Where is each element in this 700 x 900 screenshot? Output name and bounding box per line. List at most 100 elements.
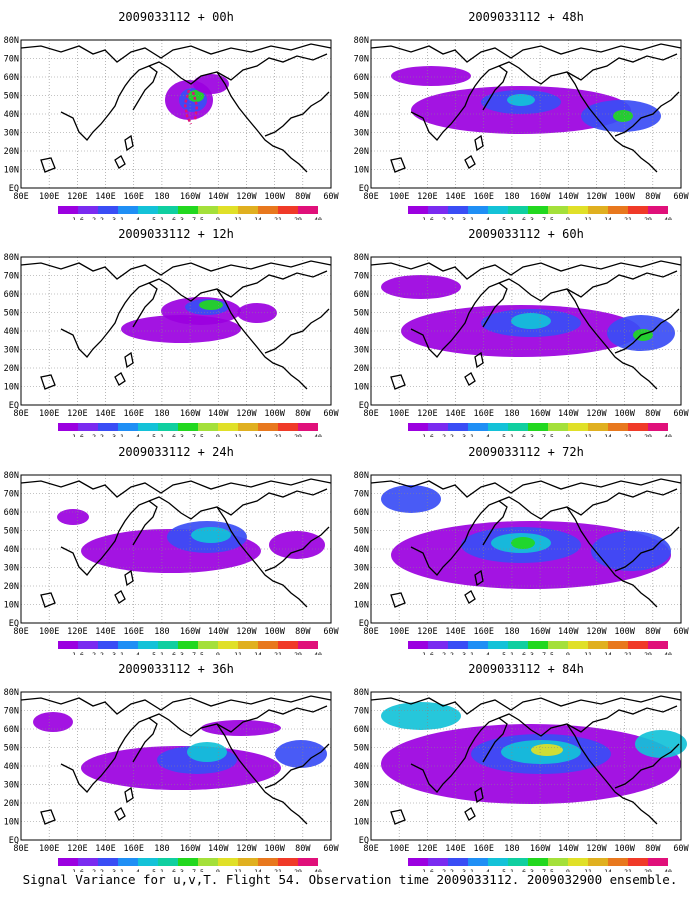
colorbar-swatch: [78, 206, 98, 214]
map-frame: [20, 39, 332, 189]
colorbar-swatch: [198, 641, 218, 649]
latitude-label: 40N: [4, 327, 19, 337]
longitude-label: 180: [154, 409, 169, 419]
colorbar-label: 3.1: [462, 868, 474, 872]
longitude-label: 80W: [295, 627, 311, 637]
colorbar-label: 40: [314, 651, 322, 655]
colorbar-label: 6.3: [522, 433, 534, 437]
colorbar-swatch: [628, 858, 648, 866]
latitude-label: 30N: [4, 129, 19, 139]
colorbar-swatch: [488, 858, 508, 866]
colorbar-swatch: [198, 858, 218, 866]
longitude-label: 100W: [614, 409, 635, 419]
colorbar-label: 14: [254, 868, 262, 872]
map-frame: [370, 474, 682, 624]
latitude-label: 10N: [354, 383, 369, 393]
longitude-label: 100E: [39, 844, 59, 854]
latitude-label: 40N: [354, 110, 369, 120]
latitude-label: 10N: [4, 818, 19, 828]
colorbar-swatch: [298, 858, 318, 866]
colorbar-label: 5.1: [502, 868, 514, 872]
variance-region: [381, 275, 461, 299]
colorbar-swatch: [98, 641, 118, 649]
latitude-label: 30N: [354, 564, 369, 574]
longitude-label: 160E: [123, 409, 143, 419]
coastline: [614, 526, 680, 572]
colorbar-swatch: [648, 641, 668, 649]
coastline: [370, 43, 682, 63]
colorbar-label: 29: [294, 216, 302, 220]
coastline: [148, 705, 328, 737]
latitude-label: 80N: [4, 36, 19, 46]
coastline: [410, 282, 508, 358]
longitude-label: 100E: [39, 192, 59, 202]
colorbar-label: 4: [136, 433, 140, 437]
latitude-label: 50N: [4, 92, 19, 102]
colorbar-swatch: [648, 206, 668, 214]
coastline: [20, 260, 332, 280]
variance-region: [269, 531, 325, 559]
colorbar-label: 4: [486, 433, 490, 437]
longitude-label: 140E: [95, 844, 115, 854]
panel-title: 2009033112 + 36h: [118, 662, 234, 676]
coastline: [124, 786, 134, 804]
longitude-label: 140E: [445, 627, 465, 637]
colorbar-swatch: [568, 206, 588, 214]
longitude-label: 120E: [67, 192, 87, 202]
latitude-label: 20N: [354, 147, 369, 157]
colorbar-label: 3.1: [112, 651, 124, 655]
latitude-label: 70N: [4, 55, 19, 65]
map-panel: 2009033112 + 60h 80N 70N 60N 50N 40N 30N 20N 10N…: [350, 227, 700, 437]
longitude-label: 160W: [180, 844, 201, 854]
colorbar-label: 21: [624, 433, 632, 437]
variance-region: [193, 74, 229, 94]
colorbar-swatch: [548, 206, 568, 214]
latitude-label: 50N: [4, 527, 19, 537]
longitude-label: 80W: [295, 192, 311, 202]
longitude-label: 80E: [363, 627, 378, 637]
colorbar-swatch: [178, 206, 198, 214]
colorbar-swatch: [218, 423, 238, 431]
colorbar-swatch: [488, 206, 508, 214]
latitude-label: 70N: [354, 272, 369, 282]
longitude-label: 100W: [264, 844, 285, 854]
coastline: [474, 569, 484, 587]
colorbar-swatch: [78, 858, 98, 866]
colorbar-swatch: [258, 641, 278, 649]
coastline: [390, 809, 406, 825]
coastline: [566, 506, 658, 608]
variance-region: [511, 313, 551, 329]
colorbar-swatch: [408, 423, 428, 431]
variance-region: [613, 110, 633, 122]
colorbar-label: 29: [644, 216, 652, 220]
latitude-label: 10N: [4, 601, 19, 611]
colorbar-label: 11: [584, 868, 592, 872]
colorbar-label: 14: [604, 433, 612, 437]
coastline: [40, 592, 56, 608]
colorbar-swatch: [238, 423, 258, 431]
colorbar-swatch: [648, 858, 668, 866]
coastline: [370, 260, 682, 280]
colorbar-swatch: [568, 641, 588, 649]
colorbar-swatch: [158, 858, 178, 866]
coastline: [216, 723, 308, 825]
variance-region: [199, 300, 223, 310]
longitude-label: 60W: [673, 192, 689, 202]
coastline: [60, 717, 158, 793]
colorbar-label: 2.2: [442, 868, 454, 872]
colorbar-label: 4: [486, 651, 490, 655]
latitude-label: 10N: [354, 166, 369, 176]
colorbar-label: 9: [566, 216, 570, 220]
colorbar-label: 3.1: [112, 216, 124, 220]
latitude-label: 20N: [354, 582, 369, 592]
colorbar-label: 4: [486, 868, 490, 872]
latitude-label: 30N: [354, 781, 369, 791]
latitude-label: EQ: [9, 619, 19, 629]
colorbar-label: 11: [234, 868, 242, 872]
colorbar-label: 1.6: [72, 868, 84, 872]
latitude-label: 80N: [354, 688, 369, 698]
longitude-label: 120E: [67, 627, 87, 637]
